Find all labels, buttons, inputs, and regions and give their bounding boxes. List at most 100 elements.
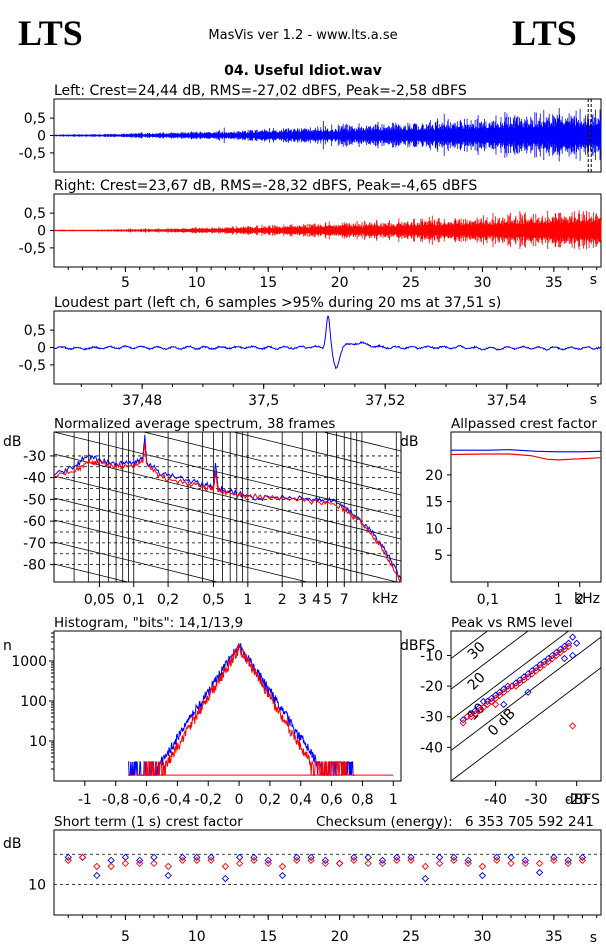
rms-peak-point bbox=[512, 682, 520, 690]
crest-diagonal-label: 30 bbox=[465, 639, 489, 663]
crest-diagonal bbox=[451, 631, 529, 690]
x-tick-label: 0,05 bbox=[84, 592, 115, 608]
crest-point bbox=[364, 859, 372, 868]
x-tick-label: 20 bbox=[331, 275, 349, 291]
y-tick-label: -30 bbox=[23, 449, 46, 465]
crest-point bbox=[121, 859, 130, 868]
spectrum-slope-line bbox=[54, 541, 219, 582]
x-tick-label: 37,54 bbox=[487, 393, 527, 409]
rms-peak-point bbox=[556, 648, 565, 657]
spectrum-series-1 bbox=[54, 442, 401, 582]
crest-point bbox=[478, 862, 487, 871]
spectrum-slope-line bbox=[321, 432, 401, 452]
crest-point bbox=[521, 859, 529, 868]
crest-point bbox=[293, 853, 301, 861]
crest-point bbox=[178, 856, 187, 864]
x-tick-label: 37,52 bbox=[365, 393, 405, 409]
plot-layer: 0,50-0,50,50-0,55 10 15 20 25 30 350,50-0,537,… bbox=[11, 99, 602, 945]
x-tick-label: 35 bbox=[545, 275, 563, 291]
histogram-plot bbox=[128, 642, 394, 776]
x-tick-label: -0,2 bbox=[195, 792, 222, 808]
spectrum-frame bbox=[53, 431, 402, 583]
y-tick-label: 10 bbox=[29, 734, 47, 750]
y-tick-label: -0,5 bbox=[19, 241, 46, 257]
spectrum-y-label: dB bbox=[3, 434, 22, 450]
crest-point bbox=[64, 853, 72, 861]
x-tick-label: 5 bbox=[323, 592, 332, 608]
y-tick-label: 10 bbox=[28, 878, 46, 894]
crest-diagonal bbox=[451, 631, 570, 721]
x-tick-label: 0,2 bbox=[259, 792, 281, 808]
rms-peak-point bbox=[564, 639, 573, 647]
spectrum-slope-line bbox=[231, 432, 401, 474]
rms-peak-point bbox=[483, 700, 492, 709]
rms-peak-point bbox=[500, 700, 508, 709]
loudest-part-x-unit: s bbox=[590, 392, 597, 408]
rms-peak-point bbox=[568, 633, 577, 641]
crest-point bbox=[107, 856, 115, 864]
crest-point bbox=[407, 853, 415, 861]
rms-peak-point bbox=[516, 679, 524, 687]
crest-point bbox=[393, 853, 401, 861]
rms-peak-point bbox=[568, 722, 577, 730]
crest-point bbox=[535, 868, 544, 877]
x-tick-label: 25 bbox=[402, 275, 420, 291]
x-tick-label: -20 bbox=[565, 792, 588, 808]
crest-point bbox=[164, 862, 172, 871]
crest-diagonal bbox=[451, 631, 489, 660]
crest-point bbox=[550, 853, 558, 861]
x-tick-label: -1 bbox=[78, 792, 92, 808]
y-tick-label: -40 bbox=[23, 471, 46, 487]
peak-vs-rms-y-label: dBFS bbox=[400, 638, 435, 654]
crest-point bbox=[378, 856, 387, 864]
y-tick-label: -80 bbox=[23, 558, 46, 574]
crest-point bbox=[136, 859, 144, 868]
crest-point bbox=[421, 862, 429, 871]
y-tick-label: 1000 bbox=[11, 654, 47, 670]
crest-point bbox=[236, 853, 244, 861]
y-tick-label: 0 bbox=[37, 341, 46, 357]
rms-peak-point bbox=[568, 651, 577, 660]
x-tick-label: 0 bbox=[235, 792, 244, 808]
x-tick-label: 1 bbox=[554, 592, 563, 608]
peak-vs-rms-frame bbox=[450, 630, 602, 782]
logo-left: LTS bbox=[18, 13, 83, 53]
histogram-frame bbox=[53, 630, 402, 782]
spectrum-slope-line bbox=[54, 322, 401, 407]
y-tick-label: 0 bbox=[37, 224, 46, 240]
crest-point bbox=[236, 859, 244, 868]
crest-point bbox=[207, 853, 215, 861]
crest-point bbox=[450, 856, 458, 864]
right-waveform-title: Right: Crest=23,67 dB, RMS=-28,32 dBFS, … bbox=[54, 178, 477, 194]
allpass-crest-title: Allpassed crest factor bbox=[451, 416, 597, 432]
y-tick-label: 0 bbox=[37, 129, 46, 145]
crest-point bbox=[121, 853, 130, 861]
crest-point bbox=[435, 853, 444, 861]
allpass-crest-x-unit: kHz bbox=[574, 591, 600, 607]
rms-peak-point bbox=[479, 703, 488, 712]
x-tick-label: 5 bbox=[121, 275, 130, 291]
x-tick-label: -0,8 bbox=[102, 792, 129, 808]
left-waveform-title: Left: Crest=24,44 dB, RMS=-27,02 dBFS, P… bbox=[54, 83, 467, 99]
allpass-crest-frame bbox=[450, 431, 602, 583]
crest-point bbox=[564, 859, 572, 868]
spectrum-slope-line bbox=[54, 563, 130, 582]
crest-point bbox=[350, 853, 358, 861]
y-tick-label: -60 bbox=[23, 514, 46, 530]
rms-peak-point bbox=[544, 657, 552, 666]
spectrum-slope-line bbox=[54, 519, 309, 582]
crest-point bbox=[78, 853, 87, 861]
spectrum-grid bbox=[54, 322, 401, 582]
crest-point bbox=[178, 853, 187, 861]
crest-point bbox=[350, 856, 358, 864]
crest-point bbox=[421, 874, 429, 883]
checksum-label: Checksum (energy): bbox=[316, 814, 453, 830]
crest-point bbox=[250, 853, 258, 861]
x-tick-label: 3 bbox=[298, 592, 307, 608]
spectrum-slope-line bbox=[54, 497, 399, 582]
rms-peak-point bbox=[524, 673, 532, 681]
y-tick-label: -50 bbox=[23, 492, 46, 508]
crest-point bbox=[336, 859, 344, 868]
checksum-value: 6 353 705 592 241 bbox=[465, 814, 594, 830]
